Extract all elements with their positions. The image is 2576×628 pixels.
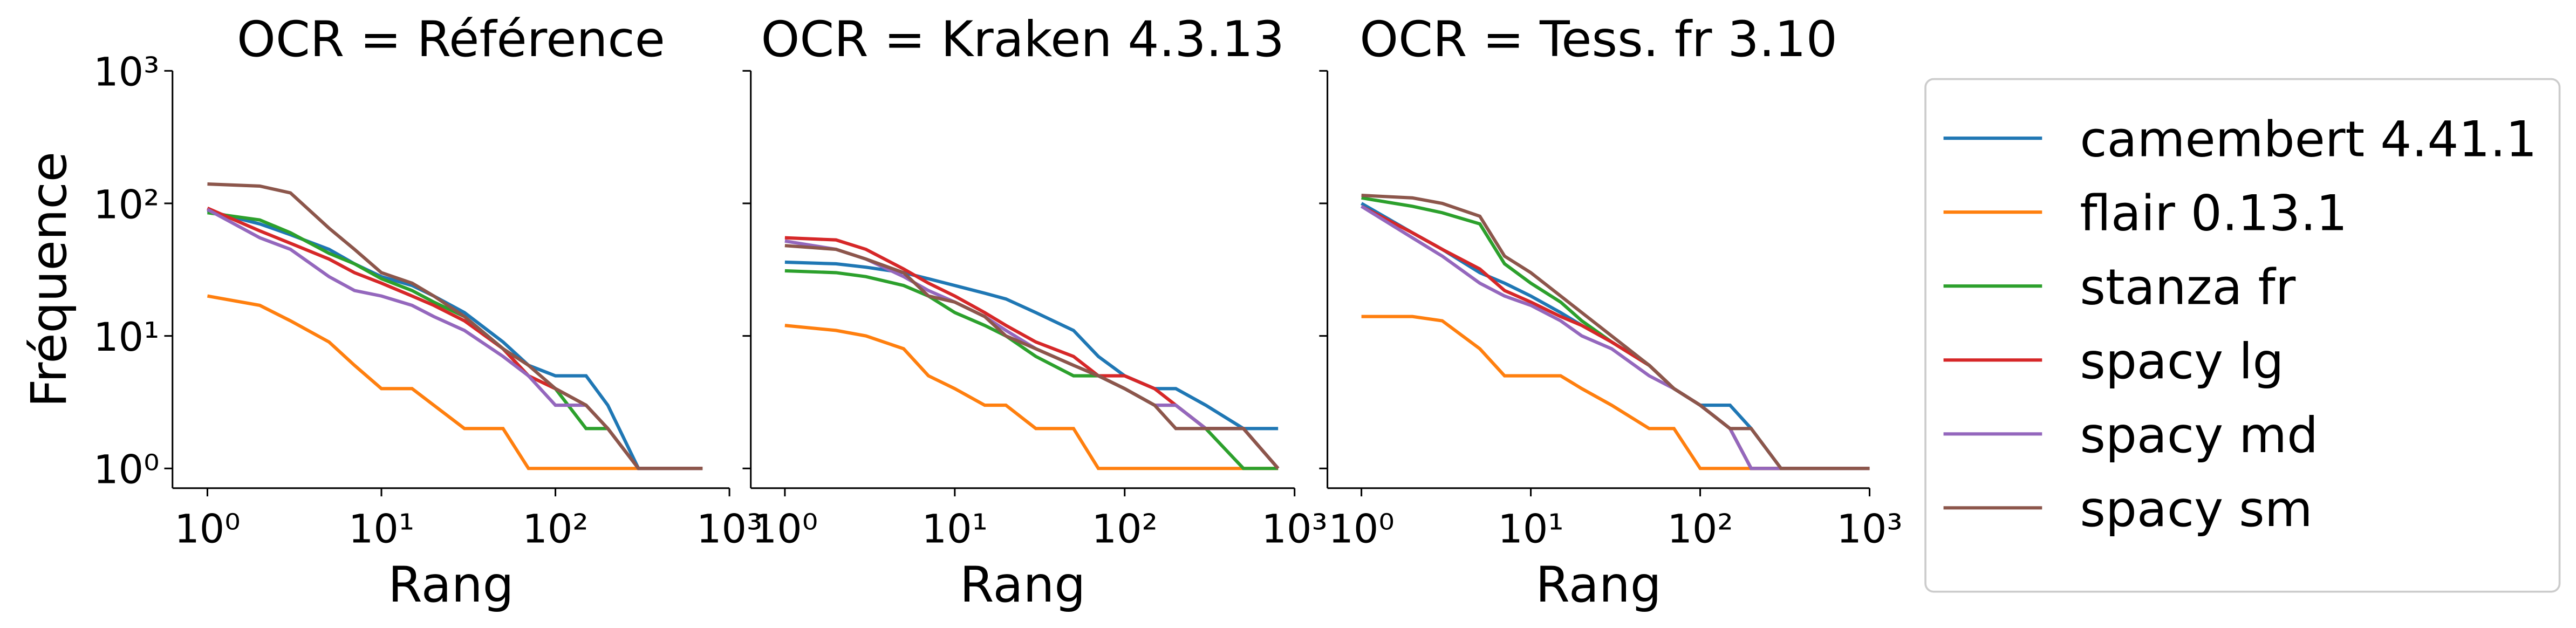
y-tick-label: 10¹ bbox=[93, 315, 159, 360]
x-tick-label: 10¹ bbox=[1498, 506, 1563, 552]
x-tick-label: 10¹ bbox=[349, 506, 414, 552]
legend-label: flair 0.13.1 bbox=[2080, 185, 2347, 242]
x-tick-label: 10³ bbox=[1262, 506, 1328, 552]
x-tick-label: 10³ bbox=[696, 506, 762, 552]
x-axis-label: Rang bbox=[1535, 556, 1661, 613]
series-line bbox=[207, 211, 703, 470]
x-axis-label: Rang bbox=[388, 556, 514, 613]
series-line bbox=[784, 244, 1280, 470]
legend-label: camembert 4.41.1 bbox=[2080, 111, 2537, 168]
x-tick-label: 10⁰ bbox=[752, 506, 818, 552]
series-line bbox=[207, 208, 703, 470]
x-tick-label: 10⁰ bbox=[174, 506, 240, 552]
y-tick-label: 10³ bbox=[93, 50, 159, 95]
x-tick-label: 10³ bbox=[1836, 506, 1902, 552]
x-tick-label: 10² bbox=[522, 506, 588, 552]
x-tick-label: 10² bbox=[1667, 506, 1733, 552]
series-line bbox=[1361, 193, 1870, 470]
subplot-title: OCR = Référence bbox=[237, 10, 665, 68]
series-line bbox=[207, 209, 703, 470]
y-tick-label: 10² bbox=[93, 182, 159, 228]
legend-label: spacy sm bbox=[2080, 480, 2312, 538]
legend-label: spacy md bbox=[2080, 406, 2318, 464]
series-line bbox=[784, 324, 1279, 470]
y-axis-label: Fréquence bbox=[20, 152, 78, 407]
series-line bbox=[207, 294, 703, 470]
x-tick-label: 10⁰ bbox=[1328, 506, 1394, 552]
subplot-title: OCR = Kraken 4.3.13 bbox=[761, 10, 1284, 68]
legend-label: spacy lg bbox=[2080, 332, 2284, 390]
series-line bbox=[1361, 196, 1870, 470]
x-axis-label: Rang bbox=[960, 556, 1085, 613]
y-tick-label: 10⁰ bbox=[93, 447, 159, 493]
subplot-title: OCR = Tess. fr 3.10 bbox=[1359, 10, 1837, 68]
series-line bbox=[1361, 202, 1870, 470]
series-line bbox=[784, 269, 1279, 470]
x-tick-label: 10¹ bbox=[922, 506, 988, 552]
series-line bbox=[1360, 204, 1870, 470]
series-line bbox=[207, 182, 703, 470]
legend-box bbox=[1924, 78, 2561, 593]
legend-label: stanza fr bbox=[2080, 258, 2295, 316]
x-tick-label: 10² bbox=[1092, 506, 1158, 552]
